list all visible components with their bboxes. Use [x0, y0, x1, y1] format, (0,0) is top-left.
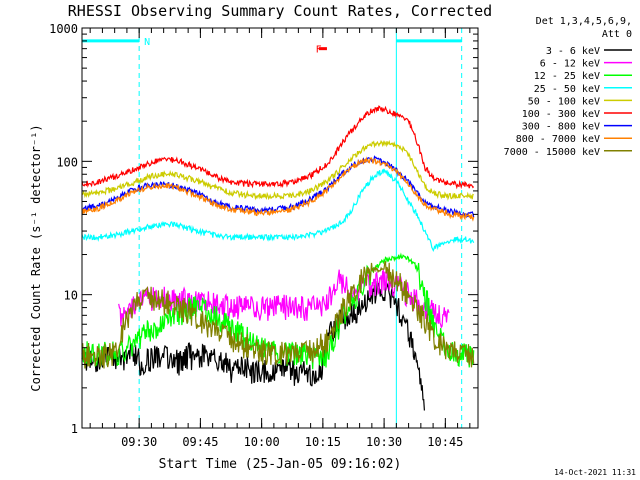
annotations: NF	[144, 37, 321, 56]
x-tick-label: 10:30	[366, 435, 402, 449]
legend-entry-label: 25 - 50 keV	[534, 84, 600, 95]
x-tick-label: 10:00	[244, 435, 280, 449]
series-line-800-7000-kev	[81, 156, 475, 222]
legend-entry-label: 800 - 7000 keV	[516, 134, 600, 145]
legend-entry-label: 6 - 12 keV	[540, 59, 600, 70]
plot-frame	[81, 27, 479, 429]
legend-entry-label: 3 - 6 keV	[546, 46, 600, 57]
x-tick-label: 09:30	[121, 435, 157, 449]
y-tick-label: 1	[71, 422, 78, 436]
legend-entry-label: 7000 - 15000 keV	[504, 147, 600, 158]
flag-bars	[82, 39, 462, 51]
legend-entry-label: 50 - 100 keV	[528, 96, 600, 107]
legend-entry-label: 100 - 300 keV	[522, 109, 600, 120]
y-tick-label: 1000	[49, 22, 78, 36]
chart-title: RHESSI Observing Summary Count Rates, Co…	[68, 2, 492, 20]
series-line-50-100-kev	[81, 139, 474, 201]
legend-attenuator: Att 0	[602, 29, 632, 40]
annotation-label-2: F	[316, 45, 322, 56]
y-axis-label: Corrected Count Rate (s⁻¹ detector⁻¹)	[29, 124, 43, 391]
series-line-7000-15000-kev	[81, 260, 475, 369]
y-tick-label: 10	[64, 289, 78, 303]
vertical-markers	[81, 28, 463, 428]
legend-entry-label: 300 - 800 keV	[522, 122, 600, 133]
annotation-label-1: N	[144, 37, 150, 48]
legend-detectors: Det 1,3,4,5,6,9,	[536, 16, 632, 27]
series-layer	[81, 105, 475, 411]
x-tick-label: 10:45	[427, 435, 463, 449]
axes: 1 10 100 1000 09:30 09:45 10:00 10:15 10:30 10:45	[49, 22, 479, 449]
series-line-6-12-kev	[118, 269, 450, 329]
x-tick-label: 10:15	[305, 435, 341, 449]
legend-entry-label: 12 - 25 keV	[534, 71, 600, 82]
series-line-100-300-kev	[81, 105, 475, 190]
series-line-3-6-kev	[81, 280, 425, 411]
x-tick-label: 09:45	[182, 435, 218, 449]
legend-header: Det 1,3,4,5,6,9, Att 0	[536, 16, 632, 40]
x-axis-label: Start Time (25-Jan-05 09:16:02)	[159, 457, 402, 472]
series-line-12-25-kev	[81, 252, 475, 370]
footer-timestamp: 14-Oct-2021 11:31	[554, 468, 636, 477]
y-tick-label: 100	[56, 155, 78, 169]
series-line-25-50-kev	[81, 168, 475, 253]
